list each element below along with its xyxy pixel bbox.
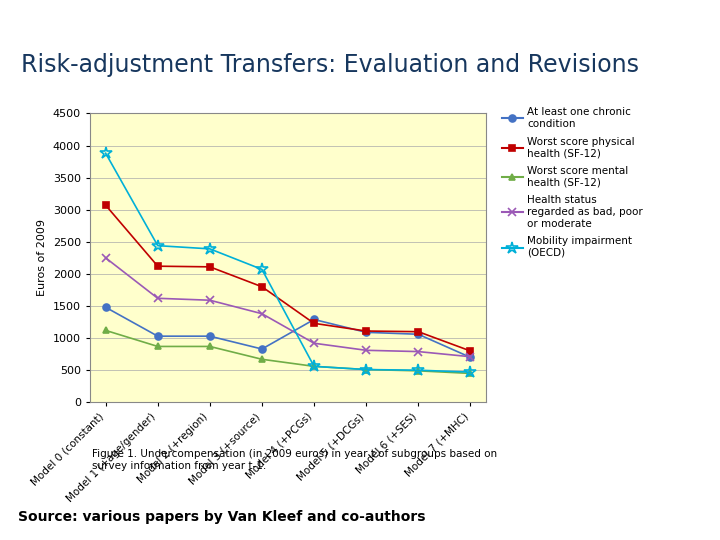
Y-axis label: Euros of 2009: Euros of 2009 bbox=[37, 219, 48, 296]
Text: Risk-adjustment Transfers: Evaluation and Revisions: Risk-adjustment Transfers: Evaluation an… bbox=[22, 53, 639, 77]
Text: Figure 1. Undercompensation (in 2009 euros) in year t of subgroups based on
surv: Figure 1. Undercompensation (in 2009 eur… bbox=[92, 449, 497, 471]
Text: Source: various papers by Van Kleef and co-authors: Source: various papers by Van Kleef and … bbox=[18, 510, 426, 524]
Text: Managed Competition in the Netherlands - Spinnewijn: Managed Competition in the Netherlands -… bbox=[199, 11, 521, 24]
Legend: At least one chronic
condition, Worst score physical
health (SF-12), Worst score: At least one chronic condition, Worst sc… bbox=[502, 107, 643, 258]
